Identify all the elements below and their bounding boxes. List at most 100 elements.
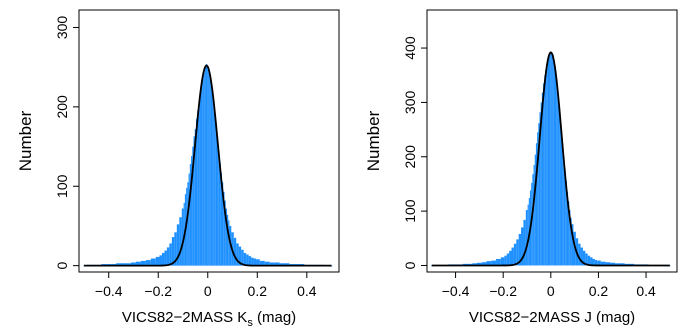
- histogram-bar: [204, 67, 206, 266]
- histogram-bar: [145, 260, 151, 266]
- histogram-bar: [219, 162, 221, 266]
- histogram-bar: [150, 258, 156, 266]
- histogram-bar: [477, 262, 482, 266]
- histogram-bar: [179, 217, 182, 266]
- x-tick-label: 0.4: [636, 283, 656, 299]
- histogram-bar: [554, 69, 557, 266]
- histogram-bar: [543, 83, 545, 266]
- histogram-bar: [189, 164, 192, 266]
- gaussian-fit-curve: [431, 51, 670, 267]
- x-tick-label: −0.2: [144, 283, 172, 299]
- histogram-bar: [243, 252, 247, 266]
- y-tick-label: 100: [54, 174, 70, 198]
- histogram-bar: [225, 208, 227, 266]
- histogram-bar: [605, 262, 611, 266]
- histogram-bar: [274, 262, 280, 266]
- histogram-bar: [537, 132, 539, 266]
- x-axis-title: VICS82−2MASS Ks (mag): [122, 309, 296, 329]
- histogram-bar: [236, 243, 239, 266]
- histogram-bar: [188, 173, 190, 266]
- x-axis-title: VICS82−2MASS J (mag): [469, 309, 635, 326]
- histogram-bar: [241, 249, 244, 266]
- histogram-bar: [193, 136, 195, 266]
- histogram-bar: [535, 143, 538, 266]
- x-tick-label: 0: [547, 283, 555, 299]
- histogram-bar: [546, 62, 548, 266]
- y-tick-label: 300: [402, 91, 418, 115]
- gaussian-fit-curve: [83, 64, 332, 267]
- histogram-bar: [256, 259, 260, 266]
- y-axis-title: Number: [364, 110, 383, 171]
- histogram-bar: [198, 102, 200, 266]
- x-tick-label: −0.4: [95, 283, 123, 299]
- y-tick-label: 100: [402, 199, 418, 223]
- histogram-bar: [534, 154, 536, 266]
- histogram-bar: [549, 53, 551, 266]
- histogram-bar: [174, 232, 177, 266]
- histogram-bar: [500, 257, 505, 266]
- histogram-bar: [246, 254, 249, 266]
- histogram-right: [431, 52, 671, 267]
- histogram-left: [83, 63, 333, 267]
- histogram-bar: [570, 217, 572, 266]
- histogram-bar: [155, 256, 160, 266]
- histogram-bar: [209, 78, 211, 266]
- histogram-bar: [169, 243, 172, 266]
- x-tick-label: 0.2: [248, 283, 268, 299]
- histogram-bar: [164, 250, 167, 266]
- histogram-bar: [203, 72, 205, 266]
- histogram-bar: [161, 252, 165, 266]
- histogram-bar: [563, 156, 565, 266]
- histogram-bar: [585, 253, 588, 266]
- histogram-bar: [496, 258, 501, 266]
- y-tick-label: 200: [402, 145, 418, 169]
- histogram-bar: [248, 256, 252, 266]
- y-tick-label: 0: [402, 261, 418, 269]
- histogram-bar: [191, 156, 193, 266]
- histogram-bar: [491, 260, 497, 266]
- histogram-bar: [523, 219, 526, 266]
- histogram-bar: [224, 200, 226, 266]
- histogram-bar: [259, 260, 265, 266]
- histogram-bar: [121, 263, 127, 266]
- histogram-bar: [564, 168, 566, 266]
- histogram-bar: [578, 243, 581, 266]
- histogram-bar: [116, 263, 122, 266]
- histogram-bar: [566, 191, 569, 266]
- histogram-bar: [217, 140, 219, 266]
- histogram-bar: [610, 262, 616, 266]
- histogram-bar: [556, 80, 558, 266]
- histogram-bar: [194, 129, 196, 266]
- histogram-bar: [210, 86, 213, 266]
- histogram-bar: [597, 260, 601, 266]
- histogram-bar: [197, 110, 199, 266]
- y-tick-label: 200: [54, 95, 70, 119]
- histogram-bar: [192, 146, 194, 266]
- histogram-bar: [199, 92, 201, 266]
- histogram-bar: [233, 237, 237, 266]
- histogram-bar: [587, 255, 591, 266]
- histogram-bar: [545, 68, 547, 266]
- x-tick-label: −0.4: [442, 283, 470, 299]
- histogram-bar: [284, 263, 290, 266]
- histogram-bar: [264, 261, 270, 266]
- histogram-bar: [208, 71, 210, 266]
- histogram-bar: [253, 258, 257, 266]
- plot-frame: [78, 9, 340, 273]
- histogram-bar: [269, 262, 275, 266]
- histogram-bar: [516, 239, 519, 266]
- histogram-bar: [568, 201, 570, 266]
- histogram-bar: [619, 263, 625, 266]
- histogram-bar: [569, 210, 571, 266]
- x-tick-label: 0.4: [297, 283, 317, 299]
- histogram-bar: [220, 172, 222, 266]
- y-axis-title: Number: [16, 110, 35, 171]
- histogram-bar: [176, 224, 180, 266]
- histogram-bar: [213, 106, 215, 266]
- histogram-bar: [214, 117, 216, 266]
- histogram-bar: [140, 260, 146, 266]
- histogram-bar: [251, 257, 254, 266]
- histogram-bar: [509, 250, 512, 266]
- histogram-bar: [228, 220, 230, 266]
